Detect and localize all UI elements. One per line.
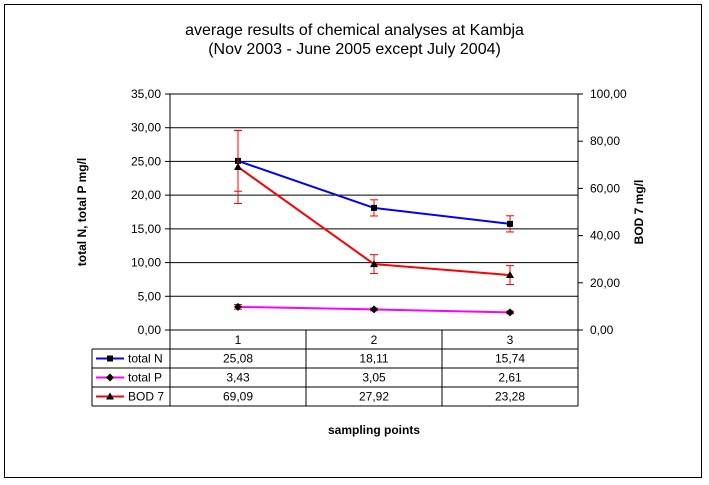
- marker-diamond: [370, 305, 378, 314]
- series-bod-7: [234, 129, 514, 285]
- table-value: 27,92: [359, 390, 389, 404]
- table-value: 23,28: [495, 390, 525, 404]
- table-value: 69,09: [223, 390, 253, 404]
- y-left-tick-label: 0,00: [138, 323, 162, 337]
- legend-label: total P: [128, 371, 162, 385]
- y-right-tick-label: 60,00: [590, 181, 620, 195]
- marker-square: [507, 220, 513, 227]
- series-total-p: [234, 302, 514, 317]
- table-value: 3,05: [362, 371, 386, 385]
- y-right-tick-label: 80,00: [590, 134, 620, 148]
- x-tick-label: 1: [235, 333, 242, 347]
- y-right-tick-label: 100,00: [590, 87, 627, 101]
- y-left-tick-label: 25,00: [131, 154, 161, 168]
- y-left-tick-label: 10,00: [131, 256, 161, 270]
- y-right-tick-label: 20,00: [590, 276, 620, 290]
- x-tick-label: 2: [371, 333, 378, 347]
- marker-triangle: [506, 271, 514, 279]
- table-value: 25,08: [223, 352, 253, 366]
- marker-triangle: [234, 162, 242, 170]
- y-left-tick-label: 15,00: [131, 222, 161, 236]
- y-left-tick-label: 5,00: [138, 289, 162, 303]
- legend-label: total N: [128, 352, 163, 366]
- marker-square: [371, 204, 377, 211]
- table-value: 3,43: [226, 371, 250, 385]
- y-axis-right-label: BOD 7 mg/l: [632, 180, 646, 245]
- y-right-tick-label: 40,00: [590, 229, 620, 243]
- marker-triangle: [106, 392, 114, 400]
- y-axis-left-label: total N, total P mg/l: [75, 158, 89, 266]
- legend-label: BOD 7: [128, 390, 164, 404]
- x-tick-label: 3: [507, 333, 514, 347]
- y-right-tick-label: 0,00: [590, 323, 614, 337]
- table-value: 15,74: [495, 352, 525, 366]
- y-left-tick-label: 20,00: [131, 188, 161, 202]
- chart-frame: [4, 4, 702, 478]
- chart-title-line2: (Nov 2003 - June 2005 except July 2004): [208, 41, 501, 58]
- series-total-n: [234, 130, 514, 233]
- marker-triangle: [370, 260, 378, 268]
- y-left-tick-label: 35,00: [131, 87, 161, 101]
- marker-diamond: [506, 308, 514, 317]
- marker-square: [107, 355, 113, 362]
- table-value: 18,11: [359, 352, 388, 366]
- marker-diamond: [234, 302, 242, 311]
- x-axis-label: sampling points: [328, 423, 420, 437]
- y-left-tick-label: 30,00: [131, 121, 161, 135]
- table-value: 2,61: [498, 371, 522, 385]
- chart-title-line1: average results of chemical analyses at …: [185, 22, 524, 39]
- marker-diamond: [106, 373, 114, 382]
